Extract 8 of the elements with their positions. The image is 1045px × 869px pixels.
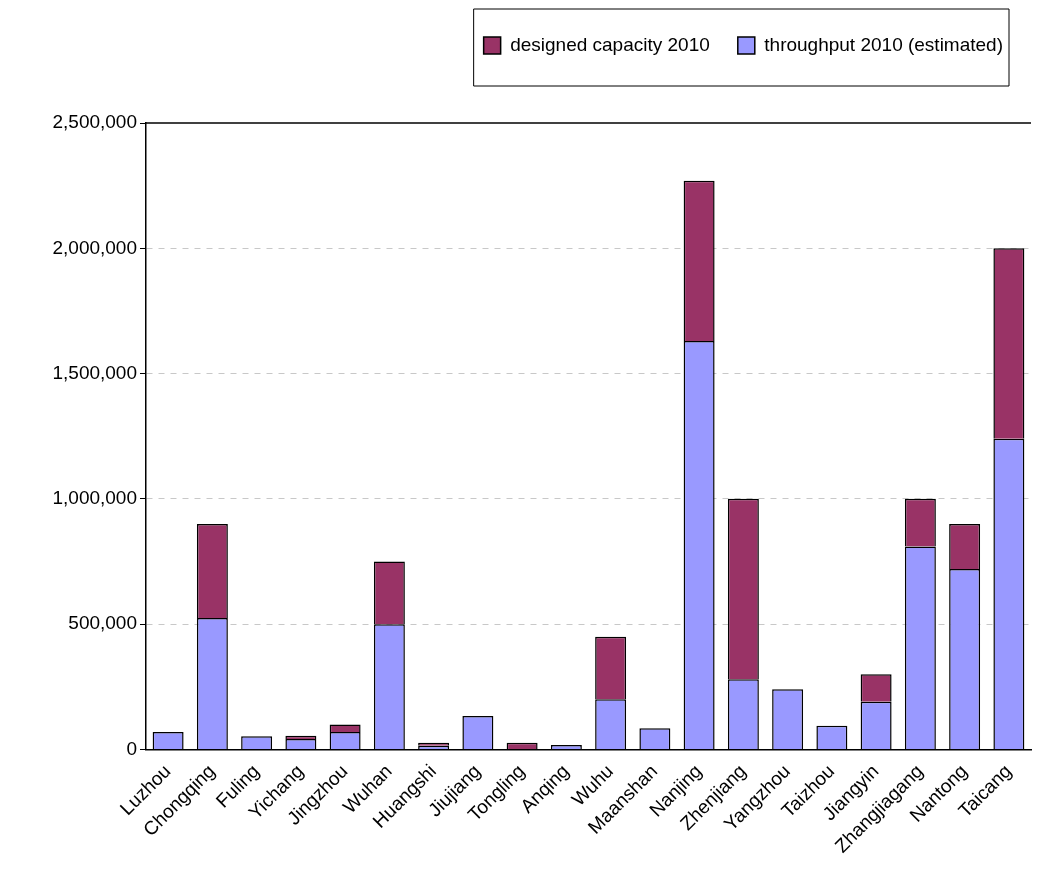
y-tick-label: 2,500,000	[52, 111, 137, 133]
legend-label: throughput 2010 (estimated)	[764, 33, 1004, 55]
legend-label: designed capacity 2010	[510, 33, 710, 55]
y-tick-label: 0	[126, 737, 137, 759]
y-tick-label: 1,500,000	[52, 361, 137, 383]
y-tick-label: 500,000	[68, 612, 137, 634]
y-tick-label: 2,000,000	[52, 236, 137, 258]
y-tick-label: 1,000,000	[52, 487, 137, 509]
